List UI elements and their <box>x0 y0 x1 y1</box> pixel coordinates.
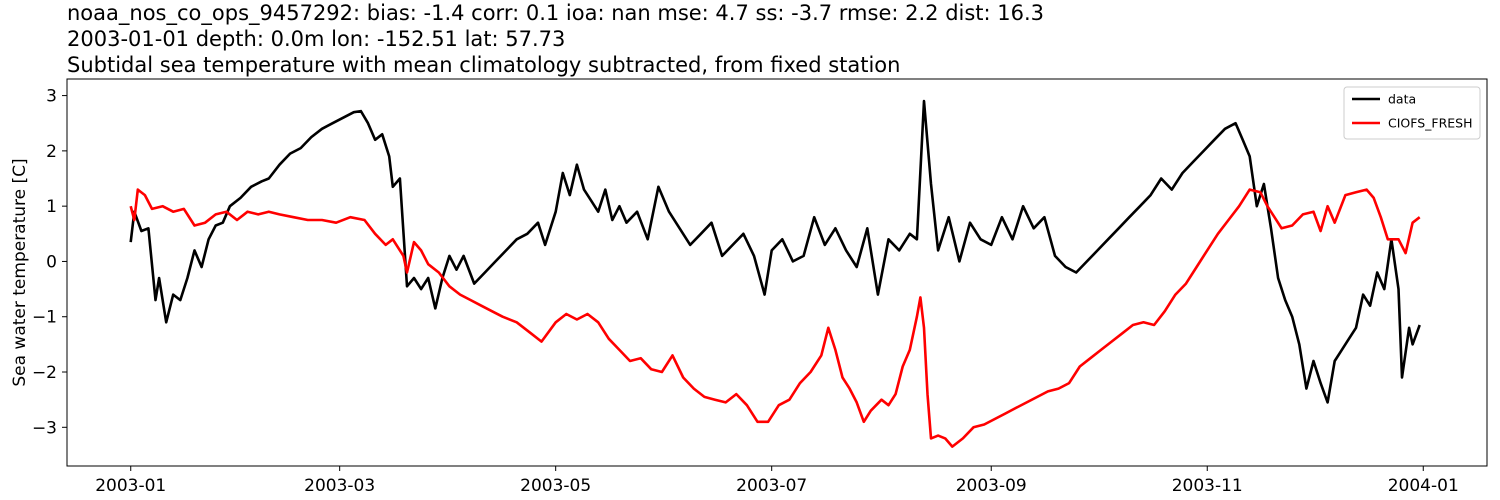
y-tick-label: −1 <box>32 308 57 328</box>
series-line-0 <box>129 99 1421 404</box>
x-tick-label: 2003-05 <box>520 476 591 496</box>
y-tick-label: 1 <box>46 197 57 217</box>
series-line-1 <box>129 188 1421 448</box>
x-tick-label: 2003-03 <box>304 476 375 496</box>
chart-title-line-2: 2003-01-01 depth: 0.0m lon: -152.51 lat:… <box>67 27 566 51</box>
x-tick-label: 2004-01 <box>1388 476 1459 496</box>
x-tick-label: 2003-07 <box>736 476 807 496</box>
y-tick-label: −2 <box>32 363 57 383</box>
legend-label-1: CIOFS_FRESH <box>1388 116 1473 131</box>
x-axis: 2003-01 2003-03 2003-05 2003-07 2003-09 2003-… <box>95 466 1459 496</box>
y-axis: −3 −2 −1 0 1 2 3 <box>32 87 67 438</box>
legend-label-0: data <box>1388 92 1416 107</box>
y-tick-label: 2 <box>46 142 57 162</box>
legend: data CIOFS_FRESH <box>1343 86 1481 140</box>
chart-title-line-1: noaa_nos_co_ops_9457292: bias: -1.4 corr… <box>67 1 1045 25</box>
y-tick-label: 0 <box>46 252 57 272</box>
chart-title-line-3: Subtidal sea temperature with mean clima… <box>67 53 901 77</box>
plot-frame <box>66 78 1488 467</box>
x-tick-label: 2003-01 <box>95 476 166 496</box>
y-axis-label: Sea water temperature [C] <box>10 158 30 386</box>
y-tick-label: 3 <box>46 87 57 107</box>
series-lines <box>129 99 1421 448</box>
y-tick-label: −3 <box>32 418 57 438</box>
x-tick-label: 2003-09 <box>956 476 1027 496</box>
x-tick-label: 2003-11 <box>1172 476 1243 496</box>
chart-title-block: noaa_nos_co_ops_9457292: bias: -1.4 corr… <box>67 0 1487 78</box>
